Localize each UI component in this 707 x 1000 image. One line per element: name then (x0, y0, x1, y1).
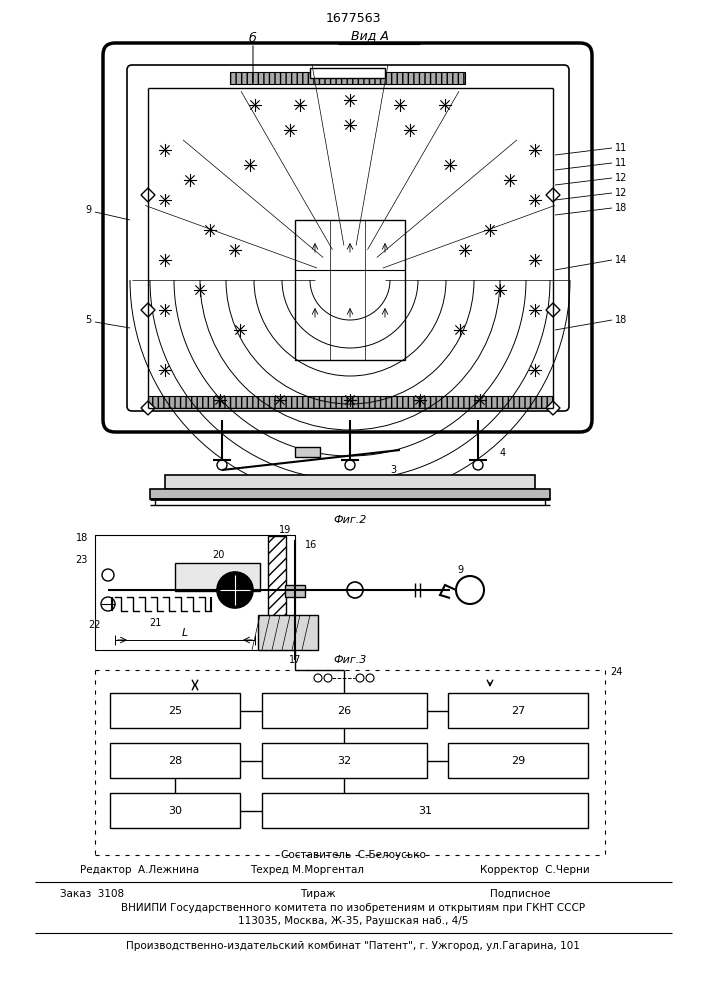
Bar (95, 535, 295, 650)
Text: 30: 30 (168, 806, 182, 816)
Text: 3: 3 (390, 465, 396, 475)
Text: 16: 16 (305, 540, 317, 550)
Text: 12: 12 (615, 173, 627, 183)
Text: 21: 21 (148, 618, 161, 628)
Text: L: L (182, 628, 188, 638)
Bar (148, 396, 553, 408)
Text: Составитель  С.Белоуськo: Составитель С.Белоуськo (281, 850, 426, 860)
Text: Фиг.3: Фиг.3 (333, 655, 367, 665)
Polygon shape (546, 401, 560, 415)
Text: Техред М.Моргентал: Техред М.Моргентал (250, 865, 364, 875)
Bar (258, 615, 318, 650)
Text: 20: 20 (212, 550, 224, 560)
Bar (295, 220, 405, 360)
Text: б: б (248, 31, 256, 44)
Text: 27: 27 (511, 706, 525, 716)
FancyBboxPatch shape (127, 65, 569, 411)
Text: Вид А: Вид А (351, 29, 389, 42)
Text: 9: 9 (457, 565, 463, 575)
Polygon shape (546, 188, 560, 202)
Bar (262, 693, 427, 728)
Text: 18: 18 (615, 315, 627, 325)
Text: 11: 11 (615, 158, 627, 168)
Bar (175, 563, 260, 591)
Text: ВНИИПИ Государственного комитета по изобретениям и открытиям при ГКНТ СССР: ВНИИПИ Государственного комитета по изоб… (121, 903, 585, 913)
Text: Производственно-издательский комбинат "Патент", г. Ужгород, ул.Гагарина, 101: Производственно-издательский комбинат "П… (126, 941, 580, 951)
Text: 4: 4 (500, 448, 506, 458)
Text: 18: 18 (76, 533, 88, 543)
Text: 32: 32 (337, 756, 351, 766)
Bar (165, 475, 535, 489)
Polygon shape (546, 303, 560, 317)
Circle shape (217, 572, 253, 608)
Text: Подписное: Подписное (490, 889, 550, 899)
Bar (110, 693, 240, 728)
Text: 28: 28 (168, 756, 182, 766)
Polygon shape (141, 303, 155, 317)
Text: Заказ  3108: Заказ 3108 (60, 889, 124, 899)
Bar (262, 793, 588, 828)
Text: 19: 19 (279, 525, 291, 535)
Text: Редактор  А.Лежнина: Редактор А.Лежнина (80, 865, 199, 875)
Text: 113035, Москва, Ж-35, Раушская наб., 4/5: 113035, Москва, Ж-35, Раушская наб., 4/5 (238, 916, 468, 926)
Text: 25: 25 (168, 706, 182, 716)
Text: Корректор  С.Черни: Корректор С.Черни (480, 865, 590, 875)
Text: 23: 23 (76, 555, 88, 565)
Bar (262, 743, 427, 778)
Bar (110, 743, 240, 778)
Text: 31: 31 (418, 806, 432, 816)
Text: Тираж: Тираж (300, 889, 336, 899)
Text: 22: 22 (89, 620, 101, 630)
Text: 17: 17 (289, 655, 301, 665)
Text: 18: 18 (615, 203, 627, 213)
Text: 11: 11 (615, 143, 627, 153)
Bar (110, 793, 240, 828)
Bar (268, 536, 286, 631)
Text: 1677563: 1677563 (325, 11, 381, 24)
Text: 5: 5 (85, 315, 91, 325)
Text: 24: 24 (610, 667, 622, 677)
Bar (285, 585, 305, 597)
Polygon shape (141, 188, 155, 202)
Bar (230, 72, 465, 84)
Text: 29: 29 (511, 756, 525, 766)
Text: 12: 12 (615, 188, 627, 198)
Text: 9: 9 (85, 205, 91, 215)
FancyBboxPatch shape (103, 43, 592, 432)
Bar (295, 447, 320, 457)
Bar (150, 489, 550, 499)
Text: 26: 26 (337, 706, 351, 716)
Polygon shape (141, 401, 155, 415)
Bar (310, 68, 385, 78)
Bar (448, 693, 588, 728)
Text: Фиг.2: Фиг.2 (333, 515, 367, 525)
Bar (448, 743, 588, 778)
Text: 14: 14 (615, 255, 627, 265)
